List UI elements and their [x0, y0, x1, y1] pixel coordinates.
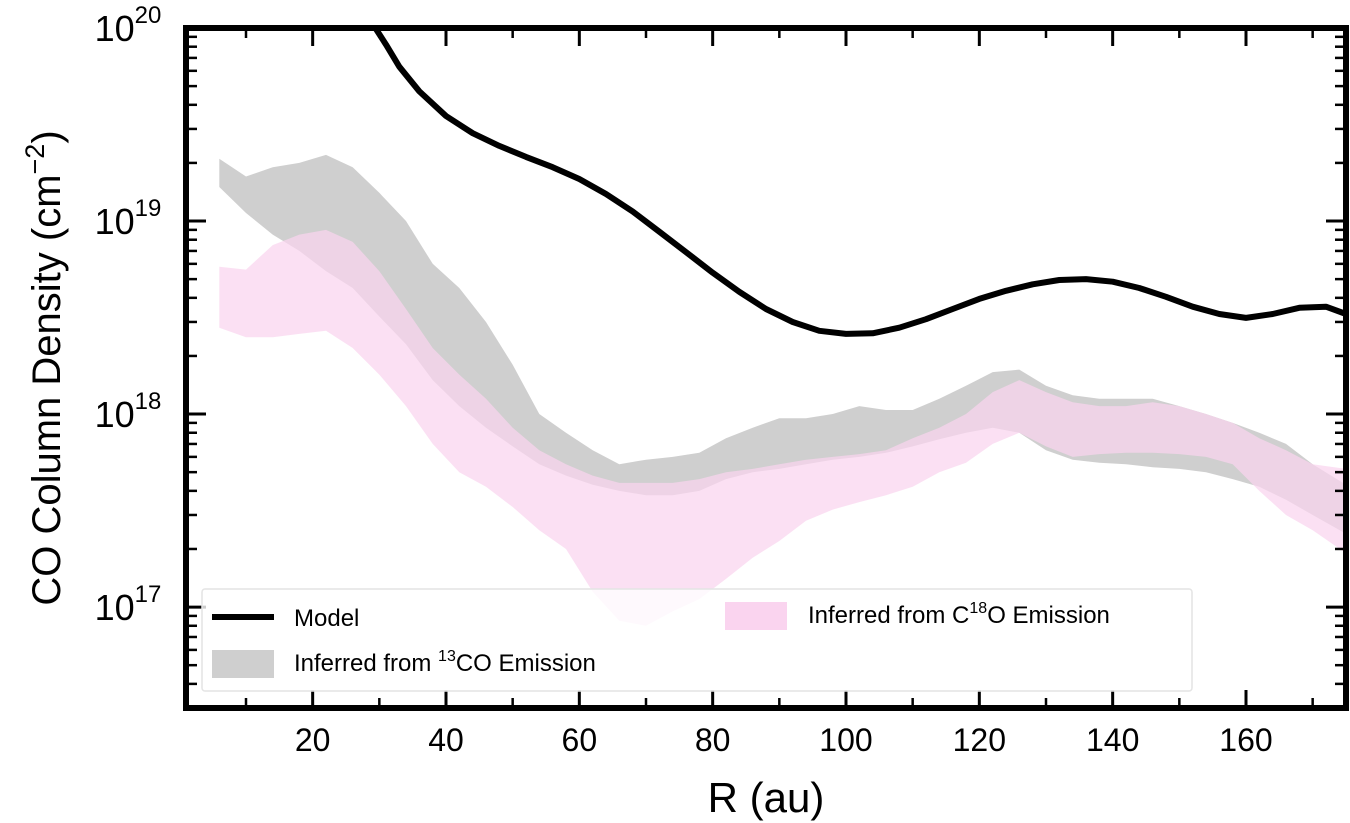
x-tick-label: 120	[953, 722, 1006, 758]
lines-group	[371, 28, 1346, 337]
ticks-group: 20 40 60 80 100 120 140 160 1017 1018 1019 1020	[95, 2, 1346, 758]
y-tick-label: 1020	[95, 2, 162, 49]
y-tick-label: 1018	[95, 388, 162, 435]
legend-13co-swatch	[212, 650, 274, 678]
x-tick-label: 80	[695, 722, 731, 758]
x-tick-label: 40	[428, 722, 464, 758]
legend-frame	[201, 588, 1193, 692]
x-tick-label: 160	[1219, 722, 1272, 758]
legend-model-label: Model	[294, 605, 359, 632]
x-tick-label: 140	[1086, 722, 1139, 758]
x-axis-label: R (au)	[708, 774, 825, 821]
plot-area: 20 40 60 80 100 120 140 160 1017 1018 1019 1020	[95, 2, 1349, 758]
bands-group	[219, 154, 1346, 626]
band-c18o-band	[219, 229, 1346, 626]
legend: Model Inferred from 13CO Emission Inferr…	[201, 588, 1193, 692]
plot-frame	[183, 25, 1349, 711]
y-tick-label: 1019	[95, 195, 162, 242]
y-tick-label: 1017	[95, 581, 162, 628]
legend-c18o-label: Inferred from C18O Emission	[808, 600, 1110, 629]
x-tick-label: 20	[295, 722, 331, 758]
x-tick-label: 100	[819, 722, 872, 758]
legend-13co-label: Inferred from 13CO Emission	[294, 648, 596, 677]
y-axis-label: CO Column Density (cm−2)	[20, 130, 69, 605]
legend-c18o-swatch	[725, 602, 787, 630]
model-line	[371, 28, 1346, 337]
x-tick-label: 60	[562, 722, 598, 758]
